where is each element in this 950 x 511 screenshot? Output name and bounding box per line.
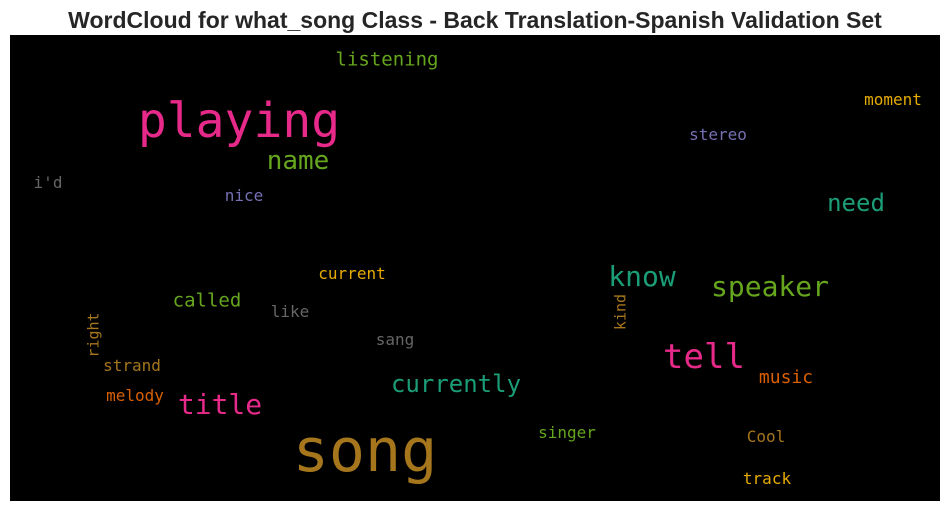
word-strand: strand bbox=[103, 356, 161, 375]
word-song: song bbox=[292, 416, 438, 486]
word-need: need bbox=[827, 189, 885, 217]
word-like: like bbox=[270, 302, 310, 321]
word-playing: playing bbox=[137, 93, 341, 149]
word-speaker: speaker bbox=[710, 270, 830, 303]
wordcloud-panel: song playing tell speaker know title name curre… bbox=[10, 35, 940, 501]
word-kind: kind bbox=[611, 293, 630, 331]
word-music: music bbox=[758, 367, 814, 388]
word-nice: nice bbox=[224, 186, 264, 205]
word-called: called bbox=[172, 289, 242, 312]
word-listening: listening bbox=[335, 48, 439, 71]
word-right: right bbox=[84, 312, 103, 358]
word-cool: Cool bbox=[746, 427, 786, 446]
word-track: track bbox=[742, 469, 792, 488]
word-sang: sang bbox=[375, 330, 415, 349]
word-singer: singer bbox=[538, 423, 596, 442]
word-i-d: i'd bbox=[33, 173, 63, 192]
word-melody: melody bbox=[106, 386, 164, 405]
word-name: name bbox=[266, 146, 330, 176]
word-stereo: stereo bbox=[689, 125, 747, 144]
word-know: know bbox=[608, 260, 676, 293]
word-title: title bbox=[177, 388, 263, 421]
word-current: current bbox=[318, 264, 386, 283]
word-tell: tell bbox=[663, 337, 745, 377]
chart-title: WordCloud for what_song Class - Back Tra… bbox=[68, 7, 882, 33]
word-moment: moment bbox=[864, 90, 922, 109]
word-currently: currently bbox=[390, 370, 522, 398]
